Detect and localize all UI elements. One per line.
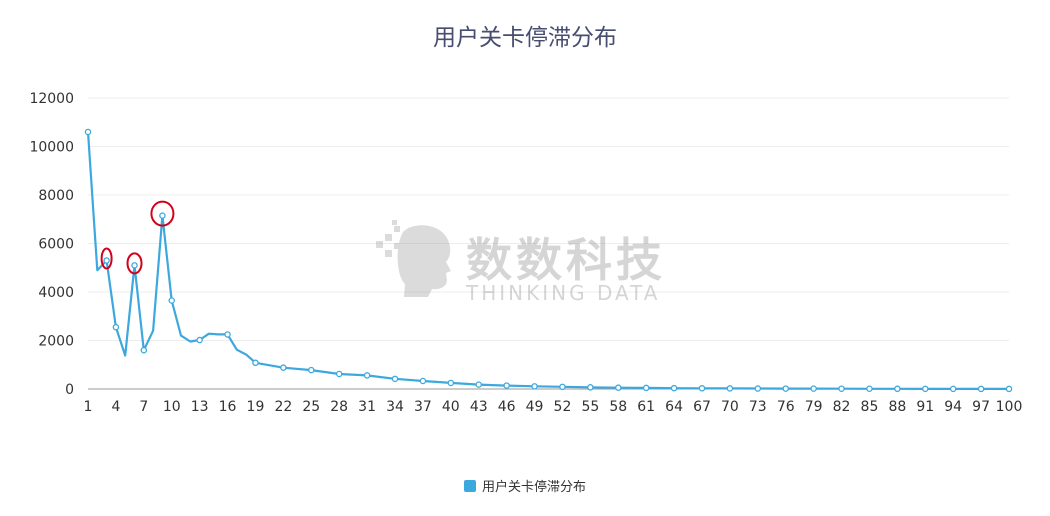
data-point: [140, 346, 148, 354]
watermark: 数数科技 THINKING DATA: [376, 220, 666, 305]
data-point: [949, 385, 957, 393]
x-tick-label: 19: [247, 399, 265, 415]
legend[interactable]: 用户关卡停滞分布: [0, 476, 1050, 495]
y-tick-label: 6000: [38, 237, 74, 253]
data-point: [894, 385, 901, 393]
data-point: [419, 377, 427, 385]
data-point: [698, 385, 706, 392]
data-point: [615, 384, 622, 391]
data-point: [252, 359, 259, 367]
y-tick-label: 0: [65, 382, 74, 398]
data-point: [391, 375, 399, 383]
y-tick-label: 8000: [38, 188, 74, 204]
data-point: [475, 381, 482, 388]
data-point: [168, 297, 175, 304]
x-tick-label: 22: [274, 399, 292, 415]
data-point: [838, 385, 845, 392]
x-tick-label: 67: [693, 399, 711, 415]
data-point: [363, 372, 371, 379]
data-point: [866, 385, 873, 393]
x-tick-label: 55: [581, 399, 599, 415]
x-tick-label: 100: [996, 399, 1023, 415]
data-point: [503, 382, 510, 389]
x-tick-label: 37: [414, 399, 432, 415]
data-point: [531, 383, 538, 390]
x-tick-label: 64: [665, 399, 683, 415]
data-point: [131, 262, 138, 269]
data-point: [103, 257, 110, 264]
series-markers: [84, 128, 1013, 393]
x-tick-label: 28: [330, 399, 348, 415]
x-tick-label: 46: [498, 399, 516, 415]
data-point: [754, 385, 762, 392]
x-tick-label: 82: [833, 399, 851, 415]
watermark-brand-cn: 数数科技: [466, 233, 666, 287]
legend-swatch: [463, 480, 476, 492]
x-tick-label: 4: [111, 399, 120, 415]
x-tick-label: 1: [84, 399, 93, 415]
data-point: [977, 385, 985, 393]
series-line: [86, 131, 1009, 390]
x-tick-label: 94: [944, 399, 962, 415]
x-tick-label: 40: [442, 399, 460, 415]
x-tick-label: 97: [972, 399, 990, 415]
data-point: [84, 128, 92, 136]
data-point: [1005, 385, 1013, 393]
x-tick-label: 73: [749, 399, 767, 415]
data-point: [447, 379, 455, 387]
data-point: [308, 366, 315, 374]
legend-label: 用户关卡停滞分布: [481, 480, 586, 495]
data-point: [224, 331, 231, 338]
x-tick-label: 31: [358, 399, 376, 415]
y-tick-label: 10000: [29, 140, 74, 156]
annotations: [100, 200, 175, 275]
data-point: [159, 212, 166, 219]
data-point: [670, 384, 678, 392]
x-tick-label: 58: [609, 399, 627, 415]
data-point: [335, 370, 343, 378]
x-tick-label: 70: [721, 399, 739, 415]
annotation-circle: [150, 200, 175, 227]
data-point: [280, 364, 287, 371]
annotation-circle: [100, 247, 113, 270]
data-point: [559, 383, 566, 391]
x-tick-label: 7: [139, 399, 148, 415]
x-tick-label: 34: [386, 399, 404, 415]
x-tick-label: 10: [163, 399, 181, 415]
x-tick-label: 88: [888, 399, 906, 415]
y-tick-labels: 0 2000 4000 6000 8000 10000 12000: [29, 91, 74, 398]
x-tick-label: 91: [916, 399, 934, 415]
data-point: [196, 336, 203, 344]
data-point: [782, 385, 789, 392]
watermark-brand-en: THINKING DATA: [465, 281, 660, 305]
watermark-logo: [376, 220, 451, 297]
data-point: [642, 384, 650, 392]
data-point: [587, 384, 594, 391]
chart-title: 用户关卡停滞分布: [433, 25, 617, 51]
data-point: [112, 323, 120, 331]
x-tick-label: 52: [554, 399, 572, 415]
x-tick-label: 43: [470, 399, 488, 415]
x-tick-label: 79: [805, 399, 823, 415]
x-tick-labels: 1 4 7 10 13 16 19 22 25 28 31 34 37 40 43 46 49 52 55 58 61 6…: [84, 399, 1023, 415]
x-tick-label: 49: [526, 399, 544, 415]
x-tick-label: 16: [219, 399, 237, 415]
x-tick-label: 61: [637, 399, 655, 415]
x-tick-label: 13: [191, 399, 209, 415]
y-tick-label: 4000: [38, 285, 74, 301]
data-point: [726, 385, 734, 392]
y-tick-label: 12000: [29, 91, 74, 107]
y-tick-label: 2000: [38, 334, 74, 350]
annotation-circle: [126, 252, 143, 275]
data-point: [810, 385, 817, 392]
x-tick-label: 85: [861, 399, 879, 415]
x-tick-label: 76: [777, 399, 795, 415]
data-point: [922, 385, 929, 393]
grid-lines: [88, 97, 1009, 341]
x-tick-label: 25: [302, 399, 320, 415]
